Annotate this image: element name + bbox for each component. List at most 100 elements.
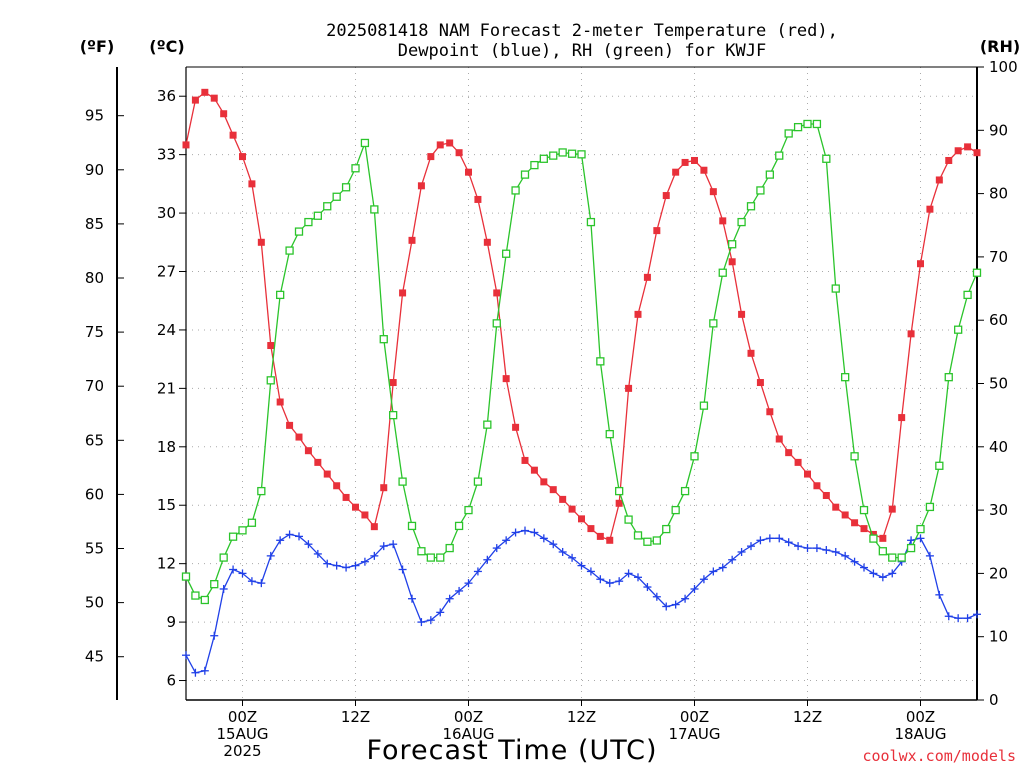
data-point [577, 150, 586, 159]
data-point [313, 211, 322, 220]
data-point [342, 493, 350, 501]
data-point [652, 536, 661, 545]
celsius-tick-label: 21 [157, 379, 176, 397]
data-point [370, 205, 379, 214]
data-point [851, 519, 859, 527]
data-point [276, 398, 284, 406]
data-point [219, 584, 228, 593]
data-point [615, 577, 624, 586]
data-point [888, 505, 896, 513]
data-point [746, 202, 756, 211]
data-point [596, 532, 604, 540]
data-point [220, 110, 228, 118]
data-point [483, 420, 492, 429]
data-point [295, 433, 303, 441]
data-point [605, 429, 614, 439]
data-point [964, 143, 972, 151]
celsius-tick-label: 18 [157, 438, 176, 456]
data-point [680, 486, 690, 496]
data-point [360, 557, 369, 566]
data-point [832, 503, 840, 511]
data-point [794, 542, 803, 551]
data-point [784, 129, 793, 138]
data-point [473, 477, 483, 486]
data-point [831, 547, 840, 556]
data-point [407, 521, 417, 531]
data-point [662, 602, 671, 611]
data-point [229, 131, 237, 139]
rh-tick-label: 20 [989, 564, 1008, 582]
data-point [615, 499, 623, 507]
data-point [304, 540, 313, 549]
data-point [398, 477, 407, 486]
data-point [812, 544, 821, 553]
data-point [926, 205, 934, 213]
data-point [520, 170, 530, 179]
data-point [267, 342, 275, 350]
series-line [185, 91, 978, 542]
data-point [399, 289, 407, 297]
data-point [558, 547, 567, 556]
data-point [596, 575, 605, 584]
fahrenheit-tick-label: 80 [85, 269, 104, 287]
data-point [210, 94, 218, 102]
data-point [888, 553, 897, 562]
data-point [446, 139, 454, 147]
fahrenheit-tick-label: 85 [85, 215, 104, 233]
fahrenheit-tick-label: 50 [85, 594, 104, 612]
data-point [314, 458, 322, 466]
x-tick-label: 00Z [228, 708, 257, 726]
chart-title: 2025081418 NAM Forecast 2-meter Temperat… [326, 21, 838, 61]
data-point [672, 168, 680, 176]
source-credit: coolwx.com/models [862, 747, 1016, 765]
data-point [473, 567, 482, 576]
data-point [860, 563, 868, 572]
data-point [850, 557, 859, 566]
data-point [766, 408, 774, 416]
data-point [813, 482, 821, 490]
data-point [464, 505, 473, 515]
data-point [370, 523, 378, 531]
data-point [483, 555, 492, 564]
x-tick-label: 12Z [793, 708, 822, 726]
data-point [606, 536, 614, 544]
data-point [859, 505, 869, 515]
data-point [643, 273, 651, 281]
x-tick-label: 18AUG [895, 725, 947, 743]
data-point [643, 583, 652, 592]
celsius-tick-label: 33 [157, 146, 176, 164]
data-point [323, 202, 332, 211]
data-point [276, 290, 285, 300]
data-point [229, 565, 238, 574]
data-point [737, 217, 746, 227]
data-point [558, 148, 567, 157]
data-point [417, 618, 426, 627]
data-point [691, 156, 698, 164]
fahrenheit-tick-label: 55 [85, 540, 104, 558]
data-point [436, 553, 445, 562]
data-point [625, 384, 633, 392]
data-point [954, 147, 962, 155]
data-point [559, 495, 567, 503]
data-point [492, 544, 501, 553]
data-point [285, 530, 294, 539]
data-point [700, 166, 708, 174]
data-point [577, 561, 586, 570]
data-point [436, 141, 444, 149]
data-point [530, 466, 538, 474]
data-point [286, 421, 294, 429]
celsius-unit-label: (ºC) [149, 37, 184, 56]
data-point [295, 532, 303, 541]
data-point [483, 238, 491, 246]
data-point [398, 565, 407, 574]
data-point [502, 375, 510, 383]
data-point [191, 591, 200, 600]
celsius-tick-label: 24 [157, 321, 176, 339]
rh-tick-label: 90 [989, 121, 1008, 139]
data-point [718, 563, 727, 572]
data-point [906, 543, 916, 553]
data-point [257, 579, 266, 588]
data-point [634, 310, 642, 318]
data-point [888, 569, 897, 578]
rh-tick-label: 70 [989, 248, 1008, 266]
